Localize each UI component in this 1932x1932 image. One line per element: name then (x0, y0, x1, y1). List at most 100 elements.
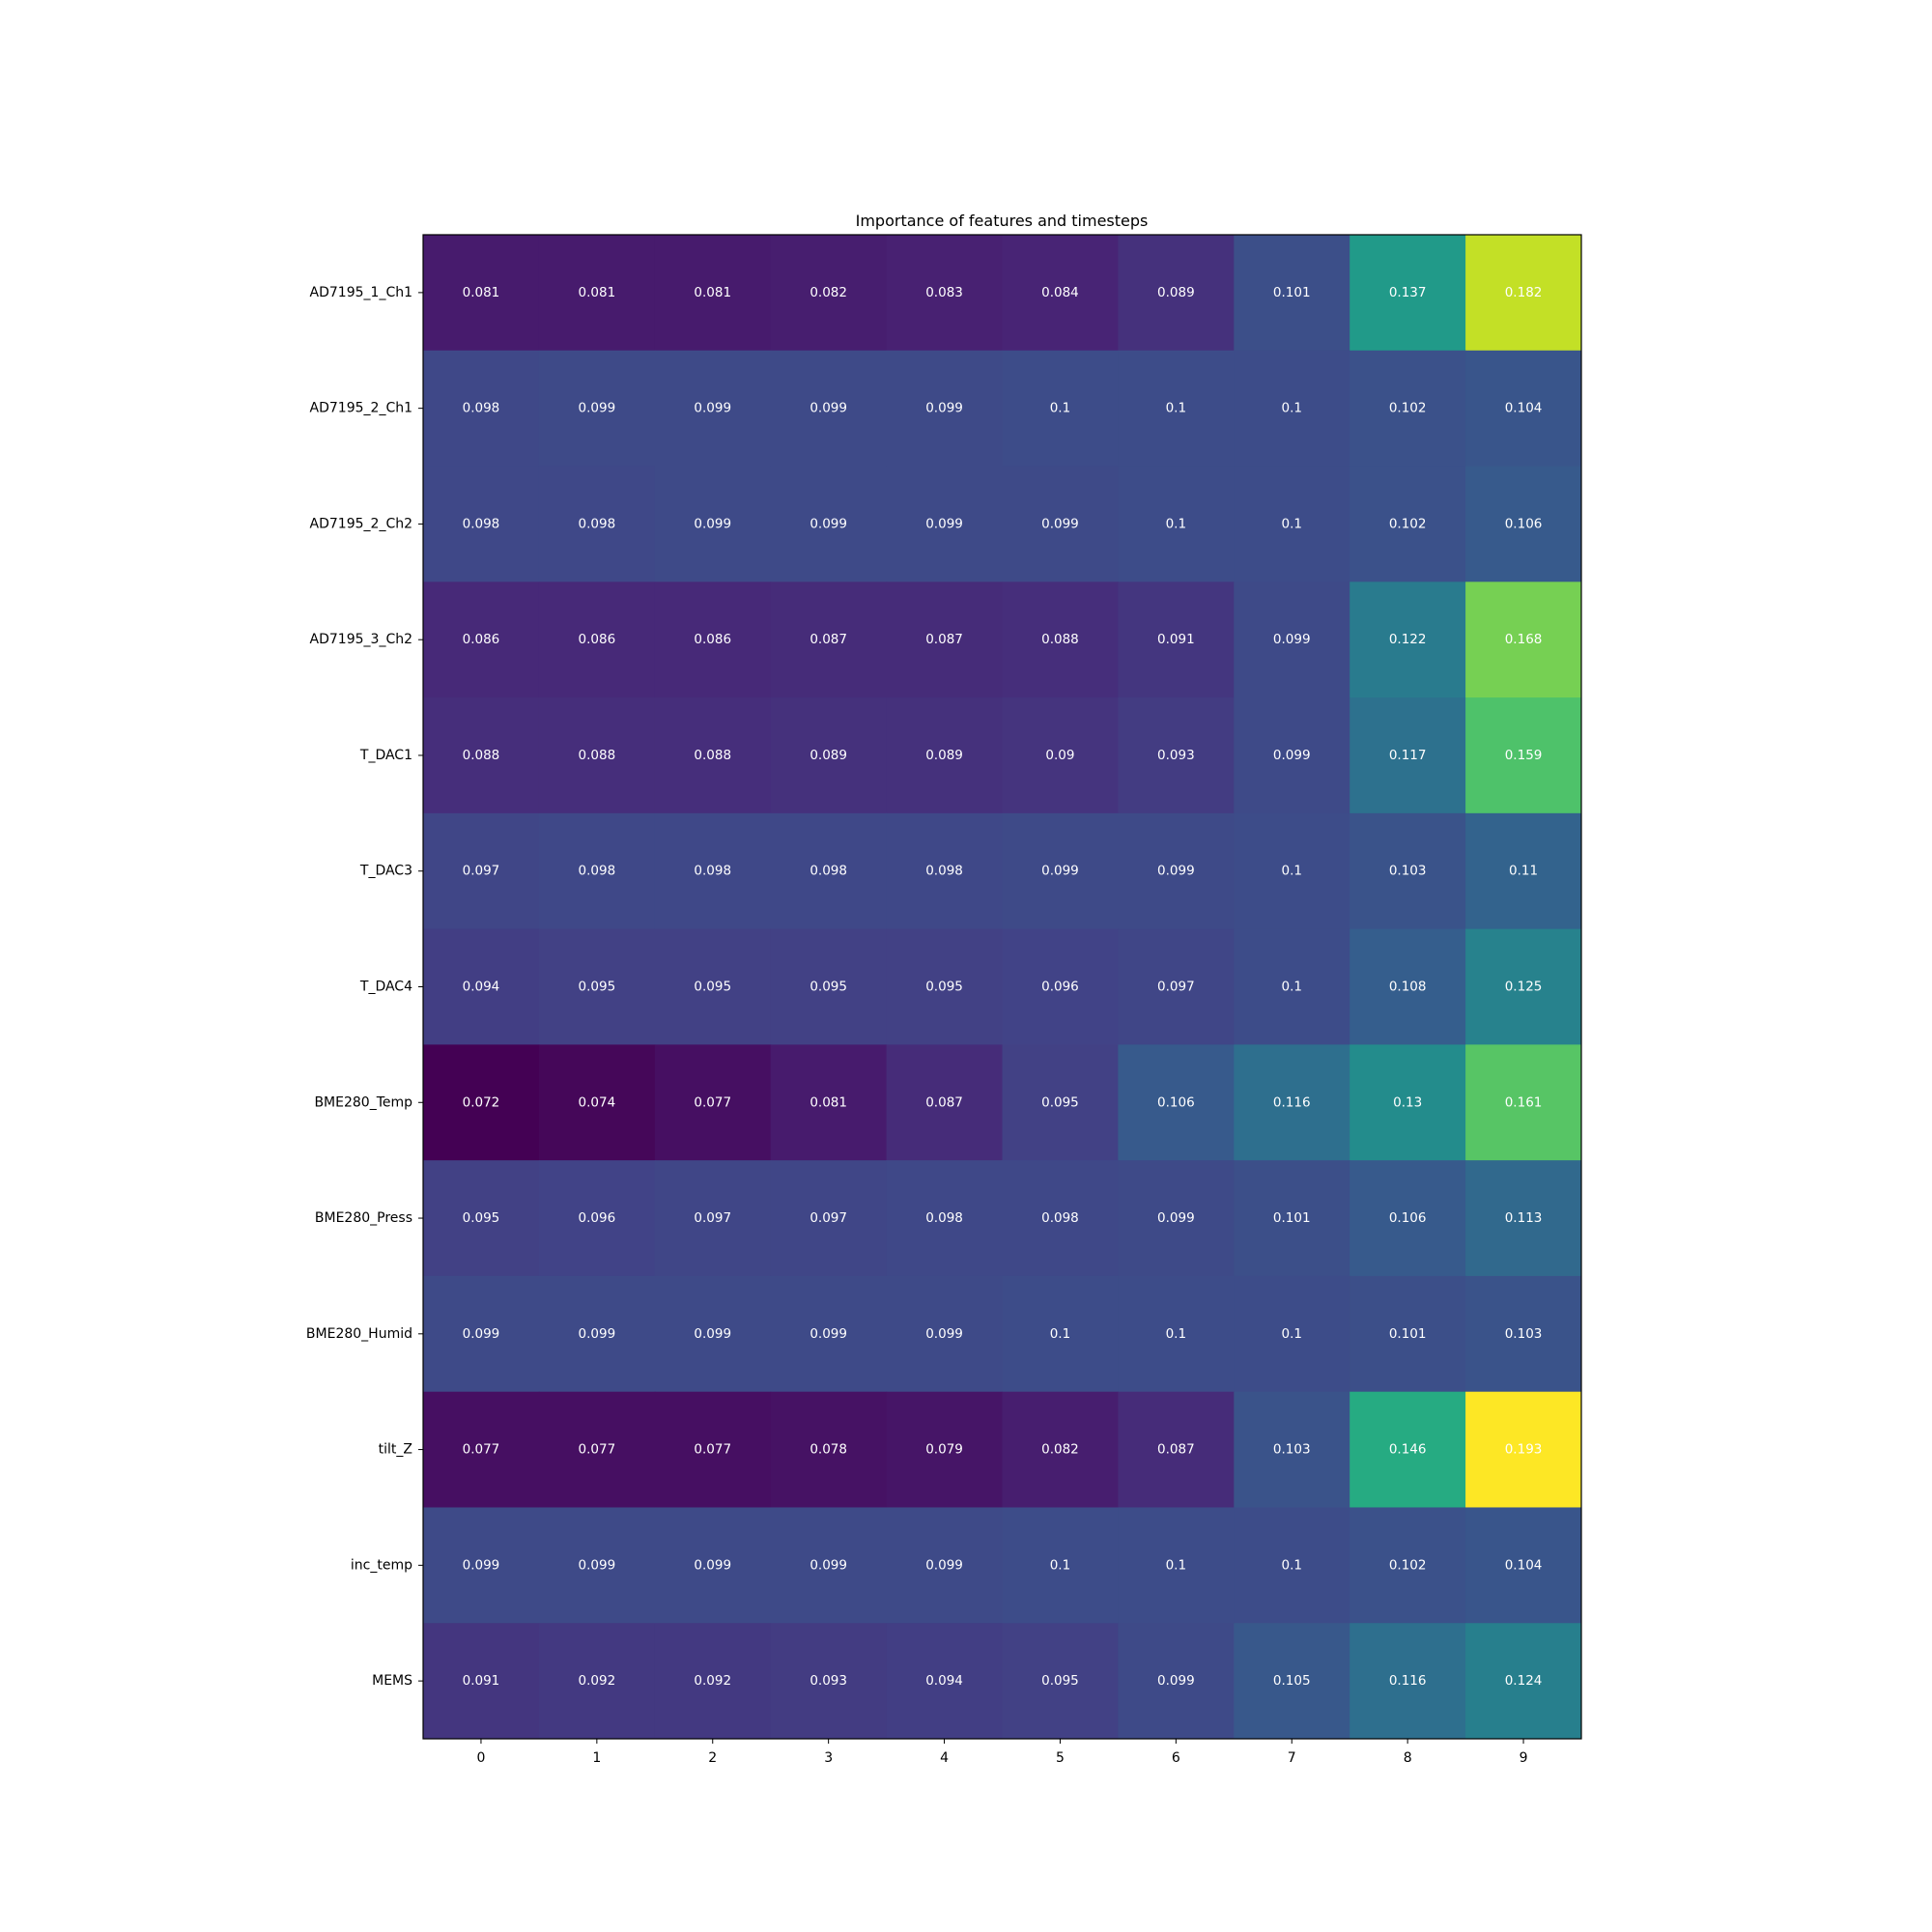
cell-value-label: 0.1 (1282, 980, 1302, 995)
heatmap-cell (423, 812, 540, 930)
cell-value-label: 0.095 (694, 980, 731, 995)
cell-value-label: 0.072 (463, 1094, 500, 1110)
x-tick-label: 0 (476, 1750, 485, 1766)
heatmap-cell (1118, 1391, 1235, 1508)
heatmap-cell (1234, 1623, 1350, 1740)
cell-value-label: 0.193 (1505, 1442, 1543, 1458)
cell-value-label: 0.099 (925, 401, 963, 416)
cell-value-label: 0.1 (1166, 1557, 1186, 1573)
cell-value-label: 0.1 (1050, 1326, 1070, 1342)
heatmap-cell (1350, 1160, 1466, 1277)
cell-value-label: 0.083 (925, 285, 963, 300)
x-tick-label: 5 (1056, 1750, 1065, 1766)
heatmap-cell (1350, 812, 1466, 930)
y-tick-label: T_DAC3 (359, 864, 412, 879)
heatmap-cell (886, 1044, 1003, 1161)
cell-value-label: 0.079 (925, 1442, 963, 1458)
heatmap-cell (1002, 1044, 1119, 1161)
cell-value-label: 0.1 (1282, 1326, 1302, 1342)
heatmap-cell (423, 697, 540, 814)
cell-value-label: 0.098 (463, 401, 500, 416)
heatmap-cell (538, 1160, 656, 1277)
cell-value-label: 0.099 (1157, 1673, 1195, 1689)
cell-value-label: 0.074 (579, 1094, 616, 1110)
cell-value-label: 0.078 (810, 1442, 847, 1458)
cell-value-label: 0.099 (1273, 748, 1311, 763)
cell-value-label: 0.077 (694, 1094, 731, 1110)
cell-value-label: 0.099 (694, 1557, 731, 1573)
cell-value-label: 0.099 (810, 1557, 847, 1573)
heatmap-cell (1465, 812, 1582, 930)
heatmap-cell (770, 697, 888, 814)
cell-value-label: 0.098 (1041, 1210, 1079, 1226)
y-tick-label: AD7195_1_Ch1 (310, 285, 412, 300)
y-tick-label: AD7195_2_Ch1 (310, 401, 412, 416)
cell-value-label: 0.095 (925, 980, 963, 995)
cell-value-label: 0.081 (579, 285, 616, 300)
heatmap-cell (770, 1160, 888, 1277)
heatmap-cell (1002, 928, 1119, 1045)
cell-value-label: 0.099 (810, 401, 847, 416)
heatmap-cell (1234, 928, 1350, 1045)
cell-value-label: 0.101 (1389, 1326, 1427, 1342)
y-tick-label: AD7195_2_Ch2 (310, 516, 412, 531)
cell-value-label: 0.094 (925, 1673, 963, 1689)
cell-value-label: 0.097 (1157, 980, 1195, 995)
heatmap-cell (1350, 1044, 1466, 1161)
cell-value-label: 0.116 (1273, 1094, 1311, 1110)
cell-value-label: 0.095 (1041, 1673, 1079, 1689)
heatmap-cell (1118, 1044, 1235, 1161)
cell-value-label: 0.077 (463, 1442, 500, 1458)
chart-title: Importance of features and timesteps (856, 212, 1149, 230)
heatmap-cell (886, 1623, 1003, 1740)
cell-value-label: 0.091 (1157, 632, 1195, 647)
heatmap-cell (1465, 1160, 1582, 1277)
heatmap-cell (1002, 1391, 1119, 1508)
cell-value-label: 0.099 (1041, 864, 1079, 879)
y-tick-label: AD7195_3_Ch2 (310, 632, 412, 647)
x-tick-label: 6 (1172, 1750, 1180, 1766)
heatmap-cell (886, 697, 1003, 814)
y-tick-label: BME280_Temp (314, 1094, 412, 1110)
cell-value-label: 0.1 (1166, 401, 1186, 416)
cell-value-label: 0.077 (694, 1442, 731, 1458)
heatmap-cell (1350, 1507, 1466, 1624)
heatmap-cell (1465, 1507, 1582, 1624)
heatmap-cell (770, 812, 888, 930)
heatmap-cell (423, 1275, 540, 1393)
heatmap-cell (1118, 235, 1235, 352)
heatmap-cell (654, 812, 772, 930)
heatmap-cell (1118, 1160, 1235, 1277)
heatmap-cell (770, 1507, 888, 1624)
heatmap-cell (770, 235, 888, 352)
y-axis: AD7195_1_Ch1 AD7195_2_Ch1 AD7195_2_Ch2 AD71… (306, 285, 423, 1689)
cell-value-label: 0.116 (1389, 1673, 1427, 1689)
heatmap-cell (1118, 466, 1235, 582)
cell-value-label: 0.1 (1050, 401, 1070, 416)
cell-value-label: 0.103 (1389, 864, 1427, 879)
heatmap-cell (423, 235, 540, 352)
x-tick-label: 4 (940, 1750, 949, 1766)
cell-value-label: 0.099 (810, 516, 847, 531)
cell-value-label: 0.1 (1050, 1557, 1070, 1573)
cell-value-label: 0.086 (694, 632, 731, 647)
heatmap-cell (1234, 1160, 1350, 1277)
heatmap-cells (423, 235, 1582, 1740)
heatmap-cell (886, 350, 1003, 468)
heatmap-cell (423, 466, 540, 582)
heatmap-cell (1465, 697, 1582, 814)
heatmap-cell (1002, 235, 1119, 352)
heatmap-cell (538, 1391, 656, 1508)
cell-value-label: 0.102 (1389, 516, 1427, 531)
cell-value-label: 0.087 (810, 632, 847, 647)
cell-value-label: 0.099 (694, 1326, 731, 1342)
heatmap-cell (1234, 582, 1350, 698)
heatmap-cell (423, 350, 540, 468)
heatmap-cell (538, 1623, 656, 1740)
heatmap-cell (538, 1275, 656, 1393)
cell-value-label: 0.103 (1505, 1326, 1543, 1342)
heatmap-cell (654, 466, 772, 582)
cell-value-label: 0.168 (1505, 632, 1543, 647)
cell-value-label: 0.092 (579, 1673, 616, 1689)
cell-value-label: 0.093 (1157, 748, 1195, 763)
